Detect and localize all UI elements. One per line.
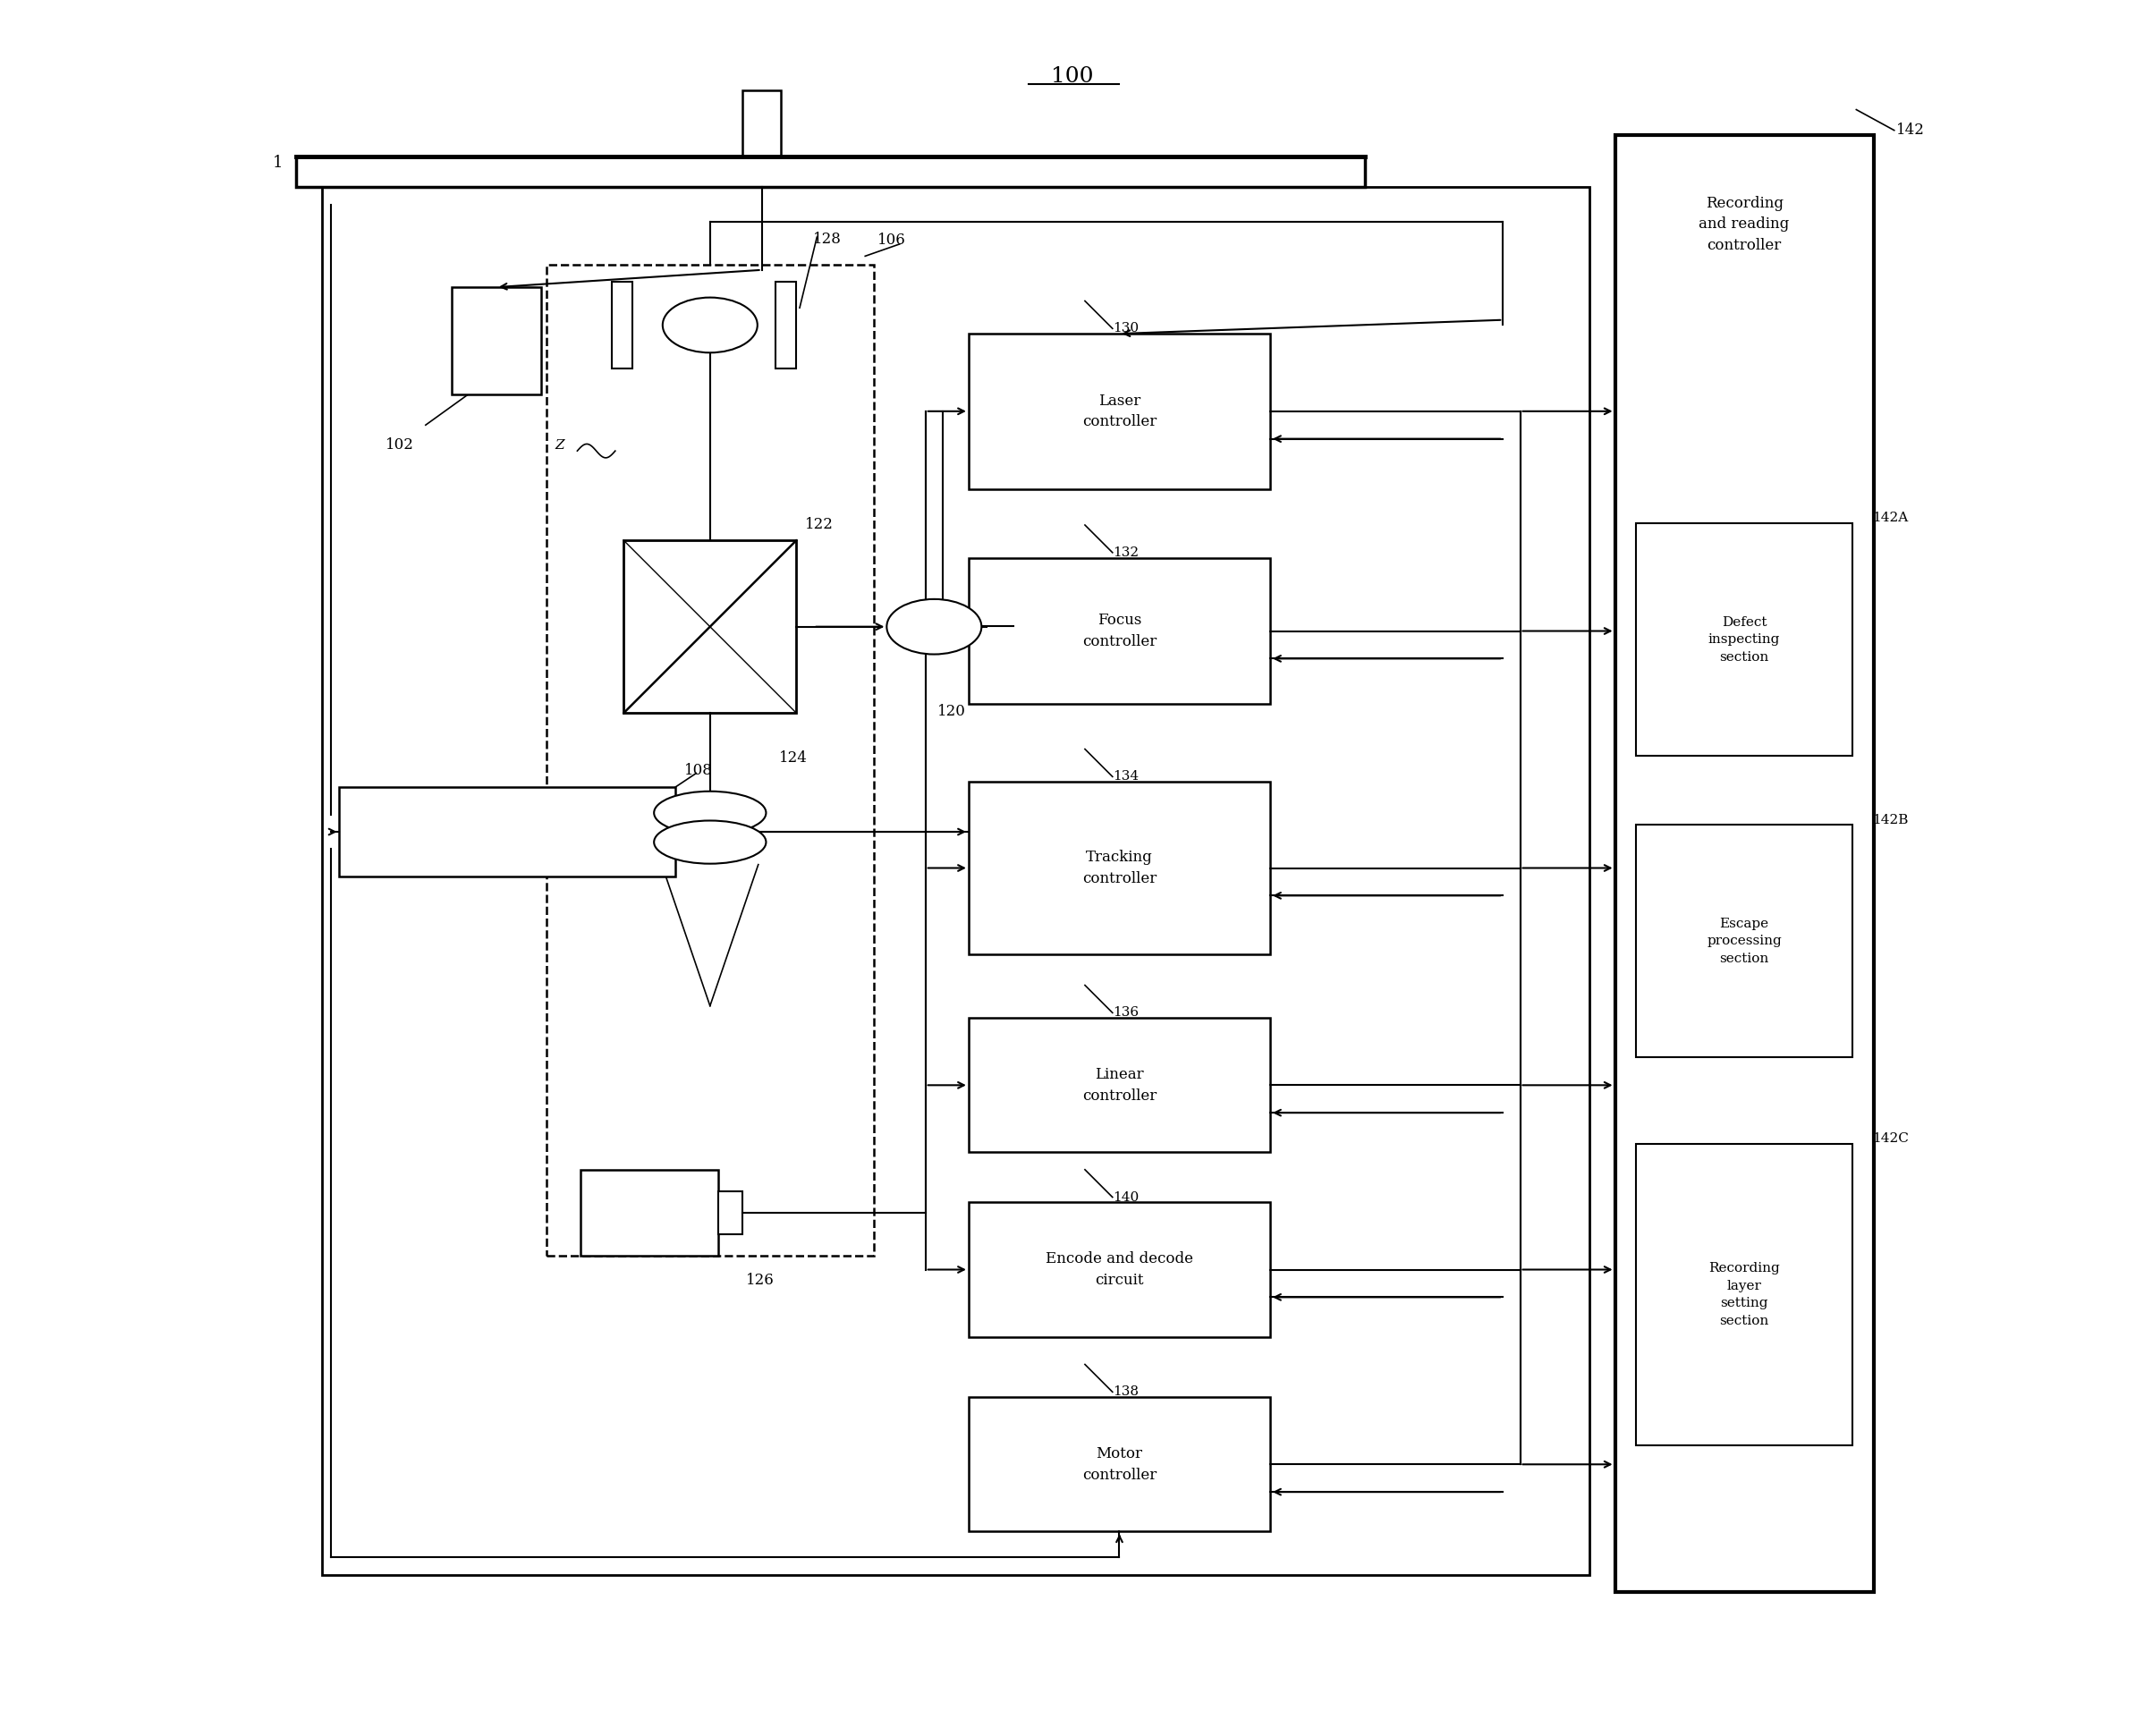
Bar (969, 557, 1269, 705)
Bar (969, 781, 1269, 955)
Bar (969, 1017, 1269, 1153)
Text: 1: 1 (272, 155, 283, 172)
Text: Focus
controller: Focus controller (1083, 613, 1156, 649)
Bar (969, 333, 1269, 490)
Text: 142: 142 (1895, 123, 1925, 137)
Bar (1614, 135, 1874, 1592)
Bar (339, 786, 675, 877)
Text: 100: 100 (1051, 66, 1093, 87)
Bar (969, 1203, 1269, 1337)
Ellipse shape (654, 821, 765, 865)
Text: Encode and decode
circuit: Encode and decode circuit (1046, 1252, 1194, 1288)
Bar (718, 1191, 742, 1234)
Text: Tracking
controller: Tracking controller (1083, 851, 1156, 885)
Text: 142B: 142B (1872, 814, 1908, 826)
Bar (452, 286, 540, 394)
Text: 120: 120 (937, 705, 965, 719)
Bar (322, 187, 1589, 1575)
Bar (296, 156, 1366, 187)
Text: Escape
processing
section: Escape processing section (1707, 918, 1782, 965)
Bar (742, 90, 780, 156)
Text: 136: 136 (1113, 1007, 1138, 1019)
Bar (776, 281, 795, 368)
Text: 106: 106 (877, 233, 905, 248)
Text: 126: 126 (746, 1272, 774, 1288)
Text: 108: 108 (684, 764, 712, 778)
Text: Z: Z (555, 439, 564, 451)
Text: 128: 128 (813, 231, 843, 247)
Bar (969, 1397, 1269, 1531)
Text: Defect
inspecting
section: Defect inspecting section (1709, 616, 1780, 663)
Text: Linear
controller: Linear controller (1083, 1068, 1156, 1104)
Text: 140: 140 (1113, 1191, 1138, 1203)
Text: Motor
controller: Motor controller (1083, 1446, 1156, 1483)
Text: 142C: 142C (1872, 1132, 1908, 1144)
Bar (982, 597, 1014, 654)
Text: Laser
controller: Laser controller (1083, 392, 1156, 429)
Text: 138: 138 (1113, 1385, 1138, 1397)
Bar (624, 540, 795, 713)
Ellipse shape (662, 297, 757, 352)
Text: Recording
and reading
controller: Recording and reading controller (1698, 196, 1790, 253)
Bar (611, 281, 632, 368)
Text: 102: 102 (386, 437, 414, 453)
Ellipse shape (888, 599, 982, 654)
Bar (1636, 1144, 1852, 1446)
Text: 122: 122 (804, 517, 834, 531)
Bar (1636, 523, 1852, 755)
Text: Recording
layer
setting
section: Recording layer setting section (1709, 1262, 1780, 1326)
Text: 124: 124 (778, 750, 808, 766)
Bar (581, 1170, 718, 1255)
Ellipse shape (654, 792, 765, 835)
Bar (547, 266, 875, 1255)
Text: 134: 134 (1113, 771, 1138, 783)
Bar (1636, 825, 1852, 1057)
Text: 132: 132 (1113, 547, 1138, 559)
Text: 142A: 142A (1872, 512, 1908, 524)
Text: 130: 130 (1113, 323, 1138, 335)
